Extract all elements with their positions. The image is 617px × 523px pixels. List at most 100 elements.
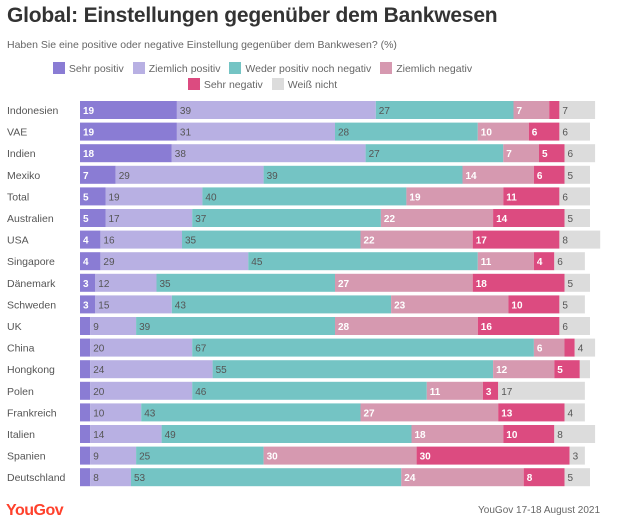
bar-segment-sehr-positiv[interactable] xyxy=(80,317,91,335)
bar-segment-weiss-nicht[interactable] xyxy=(498,381,585,400)
bar-segment-ziemlich-negativ[interactable] xyxy=(360,403,499,422)
bar-segment-weder-positiv-noch-negativ[interactable] xyxy=(202,187,407,206)
bar-segment-ziemlich-negativ[interactable] xyxy=(426,381,483,400)
bar-segment-weder-positiv-noch-negativ[interactable] xyxy=(131,468,402,487)
bar-segment-sehr-negativ[interactable] xyxy=(498,403,565,422)
bar-segment-weiss-nicht[interactable] xyxy=(559,317,590,335)
bar-segment-sehr-positiv[interactable] xyxy=(80,468,91,487)
bar-segment-ziemlich-negativ[interactable] xyxy=(477,122,529,141)
bar-segment-weder-positiv-noch-negativ[interactable] xyxy=(182,230,361,249)
bar-segment-weiss-nicht[interactable] xyxy=(564,468,591,487)
bar-segment-weder-positiv-noch-negativ[interactable] xyxy=(171,295,392,314)
bar-segment-weder-positiv-noch-negativ[interactable] xyxy=(365,144,504,163)
bar-segment-sehr-positiv[interactable] xyxy=(80,295,96,314)
bar-segment-weiss-nicht[interactable] xyxy=(564,209,591,227)
bar-segment-sehr-negativ[interactable] xyxy=(564,338,575,357)
bar-segment-ziemlich-positiv[interactable] xyxy=(95,295,172,314)
bar-segment-weder-positiv-noch-negativ[interactable] xyxy=(192,338,534,357)
bar-segment-ziemlich-negativ[interactable] xyxy=(391,295,509,314)
bar-segment-sehr-positiv[interactable] xyxy=(80,252,101,271)
bar-segment-sehr-positiv[interactable] xyxy=(80,381,91,400)
bar-segment-ziemlich-negativ[interactable] xyxy=(503,144,539,163)
bar-segment-ziemlich-negativ[interactable] xyxy=(513,101,550,119)
bar-segment-sehr-positiv[interactable] xyxy=(80,209,106,227)
bar-segment-weiss-nicht[interactable] xyxy=(554,252,585,271)
bar-segment-weiss-nicht[interactable] xyxy=(569,446,585,465)
bar-segment-weder-positiv-noch-negativ[interactable] xyxy=(212,360,494,379)
bar-segment-sehr-negativ[interactable] xyxy=(416,446,570,465)
bar-segment-sehr-negativ[interactable] xyxy=(508,295,560,314)
bar-segment-ziemlich-negativ[interactable] xyxy=(360,230,473,249)
bar-segment-sehr-positiv[interactable] xyxy=(80,446,91,465)
bar-segment-ziemlich-negativ[interactable] xyxy=(335,273,473,292)
bar-segment-weiss-nicht[interactable] xyxy=(564,165,591,184)
bar-segment-weder-positiv-noch-negativ[interactable] xyxy=(335,122,478,141)
bar-segment-weder-positiv-noch-negativ[interactable] xyxy=(161,425,412,443)
bar-segment-sehr-negativ[interactable] xyxy=(554,360,580,379)
bar-segment-weiss-nicht[interactable] xyxy=(574,338,596,357)
bar-segment-sehr-negativ[interactable] xyxy=(528,122,560,141)
bar-segment-sehr-negativ[interactable] xyxy=(549,101,560,119)
bar-segment-ziemlich-positiv[interactable] xyxy=(105,187,203,206)
bar-segment-sehr-positiv[interactable] xyxy=(80,101,177,119)
bar-segment-ziemlich-negativ[interactable] xyxy=(263,446,417,465)
bar-segment-weder-positiv-noch-negativ[interactable] xyxy=(136,446,264,465)
bar-segment-sehr-positiv[interactable] xyxy=(80,273,96,292)
bar-segment-ziemlich-negativ[interactable] xyxy=(477,252,534,271)
bar-segment-ziemlich-negativ[interactable] xyxy=(462,165,534,184)
bar-segment-ziemlich-positiv[interactable] xyxy=(90,381,193,400)
bar-segment-sehr-negativ[interactable] xyxy=(523,468,565,487)
bar-segment-sehr-negativ[interactable] xyxy=(533,165,565,184)
bar-segment-weder-positiv-noch-negativ[interactable] xyxy=(248,252,478,271)
bar-segment-weder-positiv-noch-negativ[interactable] xyxy=(375,101,514,119)
bar-segment-sehr-positiv[interactable] xyxy=(80,230,101,249)
bar-segment-ziemlich-positiv[interactable] xyxy=(176,122,335,141)
bar-segment-ziemlich-positiv[interactable] xyxy=(90,468,131,487)
bar-segment-weder-positiv-noch-negativ[interactable] xyxy=(263,165,463,184)
bar-segment-sehr-positiv[interactable] xyxy=(80,360,91,379)
bar-segment-sehr-negativ[interactable] xyxy=(493,209,565,227)
bar-segment-sehr-positiv[interactable] xyxy=(80,144,172,163)
legend-item-weder-noch[interactable]: Weder positiv noch negativ xyxy=(229,61,371,77)
legend-item-sehr-positiv[interactable]: Sehr positiv xyxy=(52,61,124,77)
bar-segment-ziemlich-positiv[interactable] xyxy=(100,230,182,249)
bar-segment-ziemlich-positiv[interactable] xyxy=(90,403,142,422)
bar-segment-weder-positiv-noch-negativ[interactable] xyxy=(156,273,336,292)
bar-segment-ziemlich-negativ[interactable] xyxy=(380,209,494,227)
bar-segment-ziemlich-positiv[interactable] xyxy=(95,273,157,292)
bar-segment-ziemlich-positiv[interactable] xyxy=(100,252,249,271)
bar-segment-weder-positiv-noch-negativ[interactable] xyxy=(141,403,361,422)
bar-segment-weiss-nicht[interactable] xyxy=(559,122,590,141)
bar-segment-sehr-positiv[interactable] xyxy=(80,338,91,357)
bar-segment-sehr-positiv[interactable] xyxy=(80,187,106,206)
bar-segment-weiss-nicht[interactable] xyxy=(559,230,601,249)
bar-segment-weiss-nicht[interactable] xyxy=(559,295,585,314)
bar-segment-ziemlich-positiv[interactable] xyxy=(90,446,137,465)
bar-segment-sehr-negativ[interactable] xyxy=(503,425,555,443)
bar-segment-weiss-nicht[interactable] xyxy=(559,101,596,119)
bar-segment-ziemlich-negativ[interactable] xyxy=(411,425,504,443)
bar-segment-ziemlich-negativ[interactable] xyxy=(533,338,565,357)
bar-segment-ziemlich-negativ[interactable] xyxy=(493,360,555,379)
bar-segment-sehr-negativ[interactable] xyxy=(472,230,560,249)
bar-segment-ziemlich-negativ[interactable] xyxy=(406,187,504,206)
bar-segment-ziemlich-positiv[interactable] xyxy=(176,101,376,119)
bar-segment-sehr-negativ[interactable] xyxy=(477,317,560,335)
bar-segment-ziemlich-positiv[interactable] xyxy=(171,144,366,163)
bar-segment-ziemlich-negativ[interactable] xyxy=(335,317,478,335)
bar-segment-ziemlich-positiv[interactable] xyxy=(90,338,193,357)
bar-segment-ziemlich-positiv[interactable] xyxy=(90,317,137,335)
bar-segment-weiss-nicht[interactable] xyxy=(579,360,590,379)
legend-item-ziemlich-negativ[interactable]: Ziemlich negativ xyxy=(380,61,472,77)
bar-segment-sehr-negativ[interactable] xyxy=(482,381,499,400)
bar-segment-sehr-negativ[interactable] xyxy=(533,252,555,271)
legend-item-sehr-negativ[interactable]: Sehr negativ xyxy=(187,77,263,93)
bar-segment-sehr-positiv[interactable] xyxy=(80,425,91,443)
bar-segment-weiss-nicht[interactable] xyxy=(554,425,596,443)
bar-segment-weiss-nicht[interactable] xyxy=(564,273,591,292)
bar-segment-sehr-negativ[interactable] xyxy=(539,144,565,163)
bar-segment-weiss-nicht[interactable] xyxy=(564,144,596,163)
bar-segment-weder-positiv-noch-negativ[interactable] xyxy=(192,209,381,227)
bar-segment-sehr-positiv[interactable] xyxy=(80,165,116,184)
bar-segment-ziemlich-positiv[interactable] xyxy=(115,165,264,184)
